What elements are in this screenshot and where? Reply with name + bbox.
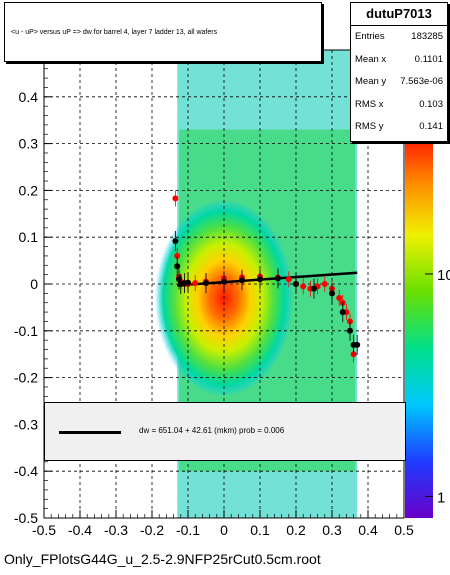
profile-red-point: [336, 295, 343, 302]
stats-row-rms-x: RMS x 0.103: [351, 94, 447, 117]
color-scale-axis: 1 10: [425, 267, 450, 506]
z-tick-label: 1: [437, 489, 445, 506]
profile-black-point: [221, 278, 227, 285]
stats-row-rms-y: RMS y 0.141: [351, 116, 447, 139]
profile-red-point: [285, 276, 292, 283]
fit-legend-box: dw = 651.04 + 42.61 (mkm) prob = 0.006: [44, 402, 406, 461]
y-tick-label: -0.5: [14, 510, 38, 526]
stats-label: RMS x: [355, 98, 384, 110]
profile-black-point: [347, 327, 353, 334]
profile-black-point: [275, 275, 281, 282]
profile-black-point: [311, 285, 317, 292]
profile-layer: [172, 190, 361, 363]
y-tick-label: -0.3: [14, 416, 38, 432]
profile-red-point: [192, 280, 199, 287]
stats-value: 0.103: [419, 98, 443, 110]
x-tick-label: 0.2: [286, 522, 306, 538]
y-tick-label: -0.1: [14, 323, 38, 339]
x-tick-label: 0.5: [394, 522, 414, 538]
z-tick-label: 10: [437, 267, 450, 284]
stats-row-mean-y: Mean y 7.563e-06: [351, 71, 447, 94]
profile-red-point: [300, 283, 307, 290]
y-tick-label: -0.2: [14, 370, 38, 386]
x-axis: -0.5 -0.4 -0.3 -0.2 -0.1 0 0.1 0.2 0.3 0.4 0.5: [32, 510, 414, 538]
x-tick-label: -0.3: [104, 522, 128, 538]
stats-label: Mean y: [355, 76, 387, 87]
stats-box: dutuP7013 Entries 183285 Mean x 0.1101 M…: [350, 2, 448, 142]
profile-black-point: [203, 280, 209, 287]
profile-black-point: [174, 263, 181, 270]
profile-black-point: [239, 277, 245, 284]
fit-legend-line-sample: [59, 431, 121, 434]
stats-label: RMS y: [355, 121, 384, 132]
stats-label: Mean x: [355, 53, 387, 65]
profile-black-point: [354, 341, 361, 348]
color-scale-bar: [405, 140, 433, 518]
x-tick-label: -0.4: [68, 522, 92, 538]
profile-black-point: [329, 290, 335, 297]
stats-value: 183285: [411, 31, 443, 42]
profile-black-point: [185, 279, 191, 286]
profile-black-point: [257, 276, 263, 283]
y-tick-label: 0.1: [19, 229, 39, 245]
profile-black-point: [172, 237, 179, 244]
profile-red-point: [174, 252, 181, 259]
file-name-footer: Only_FPlotsG44G_u_2.5-2.9NFP25rCut0.5cm.…: [4, 551, 321, 567]
stats-label: Entries: [355, 31, 385, 42]
profile-black-point: [293, 281, 299, 287]
x-tick-label: 0.3: [322, 522, 342, 538]
x-tick-label: -0.1: [176, 522, 200, 538]
stats-name: dutuP7013: [351, 3, 447, 26]
profile-red-point: [172, 195, 179, 202]
profile-red-point: [321, 281, 328, 287]
stats-value: 0.141: [419, 121, 443, 132]
x-tick-label: -0.2: [140, 522, 164, 538]
y-axis: -0.5 -0.4 -0.3 -0.2 -0.1 0 0.1 0.2 0.3 0.4: [14, 49, 52, 526]
y-tick-label: -0.4: [14, 463, 38, 479]
x-tick-label: 0.4: [358, 522, 378, 538]
x-tick-label: 0: [220, 522, 228, 538]
stats-value: 7.563e-06: [400, 76, 443, 87]
stats-value: 0.1101: [414, 53, 443, 65]
stats-row-entries: Entries 183285: [351, 26, 447, 49]
x-tick-label: 0.1: [250, 522, 270, 538]
y-tick-label: 0.4: [19, 89, 39, 105]
histogram-title: <u - uP> versus uP => dw for barrel 4, l…: [11, 29, 218, 36]
y-tick-label: 0: [30, 276, 38, 292]
x-tick-label: -0.5: [32, 522, 56, 538]
stats-row-mean-x: Mean x 0.1101: [351, 49, 447, 72]
profile-black-point: [339, 309, 346, 316]
fit-legend-text: dw = 651.04 + 42.61 (mkm) prob = 0.006: [139, 426, 285, 435]
title-box: <u - uP> versus uP => dw for barrel 4, l…: [4, 2, 322, 62]
y-tick-label: 0.2: [19, 182, 39, 198]
y-tick-label: 0.3: [19, 136, 39, 152]
